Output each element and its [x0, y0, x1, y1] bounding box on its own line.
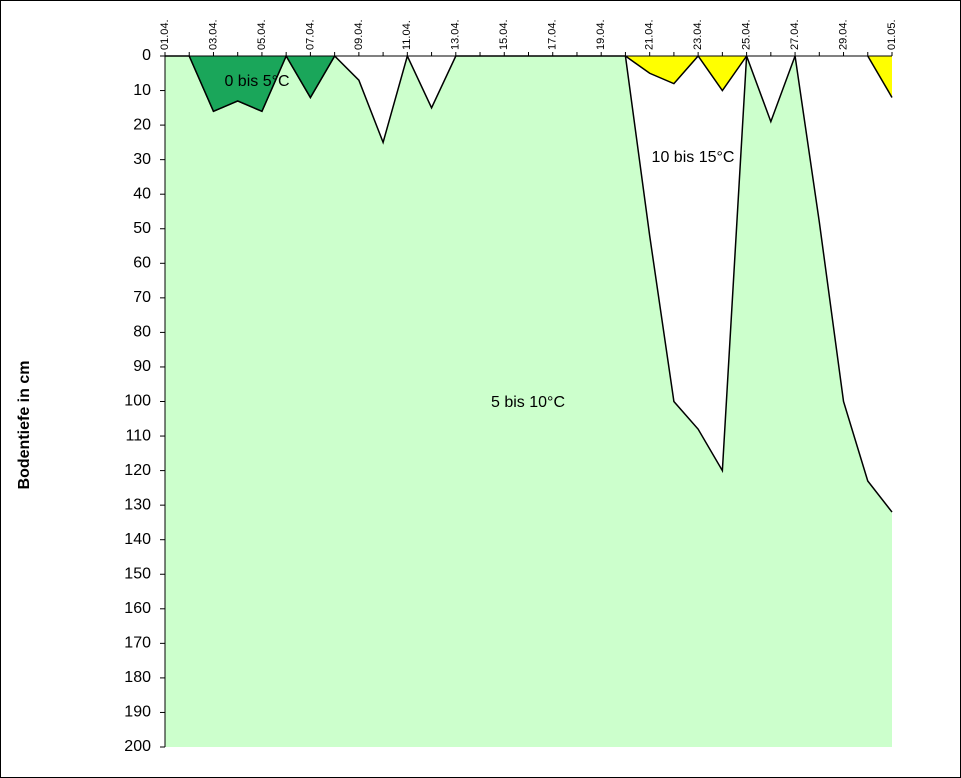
y-tick-label: 50: [133, 220, 151, 237]
x-tick-label: 25.04.: [741, 19, 753, 50]
y-tick-label: 200: [124, 738, 151, 755]
y-tick-label: 70: [133, 289, 151, 306]
x-tick-label: 03.04.: [207, 19, 219, 50]
y-tick-label: 170: [124, 635, 151, 652]
x-tick-label: 11.04.: [401, 20, 413, 50]
y-tick-label: 160: [124, 600, 151, 617]
x-tick-label: 09.04.: [353, 19, 365, 50]
x-tick-label: 27.04.: [789, 19, 801, 50]
x-tick-label: 05.04.: [256, 19, 268, 50]
x-tick-label: 07.04.: [304, 19, 316, 50]
x-tick-label: 13.04.: [450, 19, 462, 50]
area: [165, 56, 892, 747]
y-tick-label: 0: [142, 47, 151, 64]
y-tick-label: 120: [124, 462, 151, 479]
x-tick-label: 23.04.: [692, 19, 704, 50]
x-tick-label: 19.04.: [595, 19, 607, 50]
annotation: 0 bis 5°C: [224, 73, 289, 90]
y-tick-label: 40: [133, 185, 151, 202]
y-tick-label: 60: [133, 255, 151, 272]
y-tick-label: 20: [133, 116, 151, 133]
y-tick-label: 130: [124, 496, 151, 513]
x-tick-label: 15.04.: [498, 19, 510, 50]
y-tick-label: 10: [133, 82, 151, 99]
y-tick-label: 90: [133, 358, 151, 375]
area: [189, 56, 335, 112]
y-tick-label: 190: [124, 704, 151, 721]
y-tick-label: 80: [133, 324, 151, 341]
y-tick-label: 30: [133, 151, 151, 168]
y-tick-label: 110: [125, 427, 151, 444]
x-tick-label: 01.05.: [886, 19, 898, 50]
area-line: [624, 54, 748, 92]
annotation: 5 bis 10°C: [491, 394, 565, 411]
x-tick-label: 17.04.: [547, 19, 559, 50]
y-tick-label: 140: [124, 531, 151, 548]
annotation: 10 bis 15°C: [652, 149, 735, 166]
y-axis-title: Bodentiefe in cm: [16, 361, 33, 490]
y-tick-label: 150: [124, 565, 151, 582]
x-tick-label: 29.04.: [837, 19, 849, 50]
area-line: [188, 54, 336, 113]
y-tick-label: 180: [124, 669, 151, 686]
x-tick-label: 01.04.: [159, 19, 171, 50]
x-tick-label: 21.04.: [644, 19, 656, 50]
area-line: [867, 55, 893, 98]
y-tick-label: 100: [124, 393, 151, 410]
